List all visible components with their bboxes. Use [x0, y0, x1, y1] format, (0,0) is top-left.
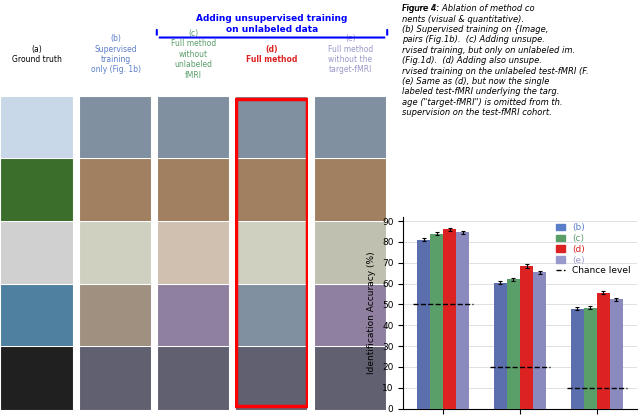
- FancyBboxPatch shape: [314, 96, 387, 161]
- FancyBboxPatch shape: [79, 221, 152, 286]
- FancyBboxPatch shape: [235, 158, 308, 223]
- Bar: [456, 233, 469, 409]
- Text: (a)
Ground truth: (a) Ground truth: [12, 45, 61, 64]
- Text: (c)
Full method
without
unlabeled
fMRI: (c) Full method without unlabeled fMRI: [171, 29, 216, 80]
- FancyBboxPatch shape: [79, 158, 152, 223]
- FancyBboxPatch shape: [157, 284, 230, 348]
- Bar: [571, 309, 584, 409]
- Text: Figure 4:: Figure 4:: [402, 4, 441, 13]
- FancyBboxPatch shape: [0, 346, 74, 411]
- FancyBboxPatch shape: [235, 346, 308, 411]
- FancyBboxPatch shape: [314, 158, 387, 223]
- Bar: [417, 240, 430, 409]
- FancyBboxPatch shape: [0, 221, 74, 286]
- Bar: [520, 266, 533, 409]
- FancyBboxPatch shape: [0, 158, 74, 223]
- Bar: [443, 229, 456, 409]
- FancyBboxPatch shape: [157, 158, 230, 223]
- Text: Figure 4: Ablation of method co
nents (visual & quantitative).
(b) Supervised tr: Figure 4: Ablation of method co nents (v…: [402, 4, 588, 117]
- Bar: [430, 234, 443, 409]
- FancyBboxPatch shape: [314, 221, 387, 286]
- FancyBboxPatch shape: [157, 96, 230, 161]
- Bar: [610, 299, 623, 409]
- Legend: (b), (c), (d), (e), Chance level: (b), (c), (d), (e), Chance level: [554, 221, 632, 277]
- FancyBboxPatch shape: [157, 346, 230, 411]
- FancyBboxPatch shape: [314, 346, 387, 411]
- FancyBboxPatch shape: [235, 284, 308, 348]
- Y-axis label: Identification Accuracy (%): Identification Accuracy (%): [367, 251, 376, 374]
- Text: (d)
Full method: (d) Full method: [246, 45, 298, 64]
- FancyBboxPatch shape: [235, 221, 308, 286]
- FancyBboxPatch shape: [235, 96, 308, 161]
- FancyBboxPatch shape: [79, 346, 152, 411]
- Text: Adding unsupervised training
on unlabeled data: Adding unsupervised training on unlabele…: [196, 15, 348, 34]
- Bar: [584, 308, 597, 409]
- FancyBboxPatch shape: [79, 284, 152, 348]
- FancyBboxPatch shape: [0, 284, 74, 348]
- FancyBboxPatch shape: [79, 96, 152, 161]
- FancyBboxPatch shape: [0, 96, 74, 161]
- Bar: [597, 293, 610, 409]
- FancyBboxPatch shape: [157, 221, 230, 286]
- Bar: [533, 272, 546, 409]
- Bar: [494, 283, 507, 409]
- Text: (e)
Full method
without the
target-fMRI: (e) Full method without the target-fMRI: [328, 34, 373, 74]
- Text: (b)
Supervised
training
only (Fig. 1b): (b) Supervised training only (Fig. 1b): [90, 34, 141, 74]
- Bar: [507, 279, 520, 409]
- FancyBboxPatch shape: [314, 284, 387, 348]
